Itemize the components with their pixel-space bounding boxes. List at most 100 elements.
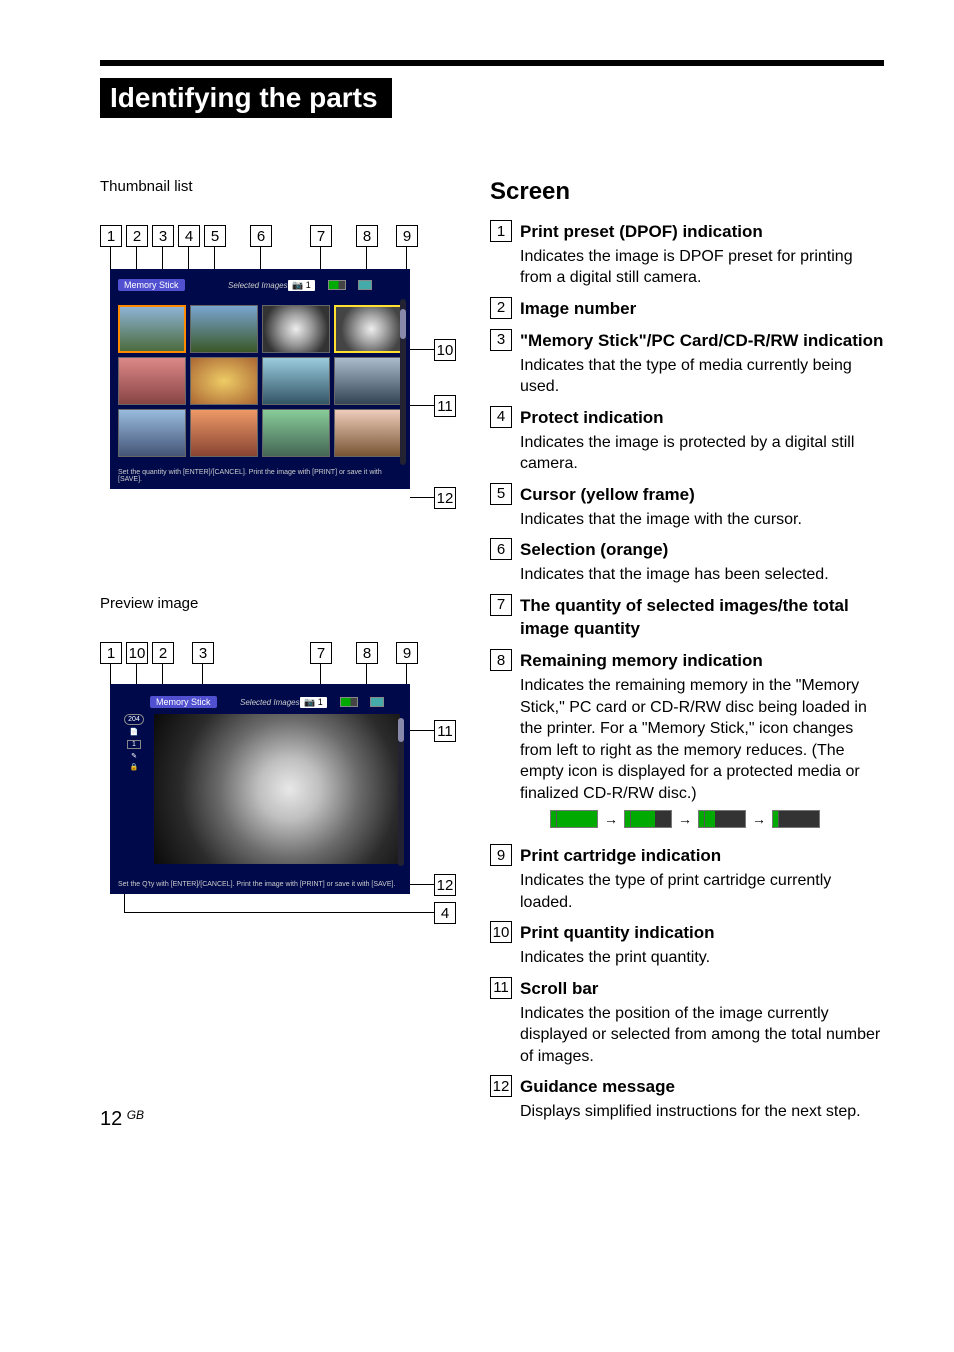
item-number: 7 (490, 594, 512, 616)
item-4: 4 Protect indication Indicates the image… (490, 406, 884, 475)
protect-icon: 🔒 (130, 764, 139, 771)
memory-step-icon (550, 810, 598, 828)
item-number: 3 (490, 329, 512, 351)
thumbnail-list-label: Thumbnail list (100, 178, 450, 195)
leader-line (124, 912, 434, 913)
callout-box: 8 (356, 642, 378, 664)
screen-heading: Screen (490, 178, 884, 206)
preview-sidebar: 204 📄 1 ✎ 🔒 (120, 714, 148, 864)
preview-screen: Memory Stick Selected Images 📷 1 204 📄 1… (110, 684, 410, 894)
memory-step-icon (624, 810, 672, 828)
item-7: 7 The quantity of selected images/the to… (490, 594, 884, 642)
callout-box: 2 (126, 225, 148, 247)
arrow-icon: → (678, 811, 692, 827)
item-10: 10 Print quantity indication Indicates t… (490, 921, 884, 968)
item-desc: Indicates the remaining memory in the "M… (520, 675, 884, 805)
leader-line (406, 247, 407, 269)
item-title: Print cartridge indication (520, 844, 884, 868)
left-column: Thumbnail list 1 2 3 4 5 6 7 8 9 (100, 178, 450, 1131)
memory-icon (340, 697, 358, 707)
preview-figure: 1 10 2 3 7 8 9 Memory Stick Selecte (100, 642, 450, 942)
memory-icon-progression: → → → (550, 810, 884, 828)
leader-line (406, 664, 407, 684)
page-footer: 12 GB (100, 1108, 144, 1131)
callout-box: 5 (204, 225, 226, 247)
selected-images-count: 📷 1 (300, 697, 327, 708)
item-title: Guidance message (520, 1075, 884, 1099)
item-number: 6 (490, 538, 512, 560)
image-number: 204 (124, 714, 144, 725)
item-6: 6 Selection (orange) Indicates that the … (490, 538, 884, 585)
preview-main (154, 714, 400, 864)
item-title: Remaining memory indication (520, 649, 884, 673)
selected-images-label: Selected Images (240, 698, 300, 707)
leader-line (110, 664, 111, 684)
scrollbar (400, 299, 406, 465)
item-number: 5 (490, 483, 512, 505)
callout-box: 8 (356, 225, 378, 247)
item-title: Scroll bar (520, 977, 884, 1001)
leader-line (188, 247, 189, 269)
leader-line (162, 247, 163, 269)
leader-line (110, 247, 111, 269)
callout-box: 10 (126, 642, 148, 664)
item-8: 8 Remaining memory indication Indicates … (490, 649, 884, 836)
callout-box: 7 (310, 642, 332, 664)
dpof-icon: ✎ (131, 753, 137, 760)
callout-box: 1 (100, 225, 122, 247)
selected-images-label: Selected Images (228, 281, 288, 290)
item-1: 1 Print preset (DPOF) indication Indicat… (490, 220, 884, 289)
leader-line (410, 349, 434, 350)
selected-images-count: 📷 1 (288, 280, 315, 291)
memory-icon (328, 280, 346, 290)
item-2: 2 Image number (490, 297, 884, 321)
media-label: Memory Stick (118, 279, 185, 291)
item-title: Print quantity indication (520, 921, 884, 945)
arrow-icon: → (752, 811, 766, 827)
item-number: 12 (490, 1075, 512, 1097)
item-number: 8 (490, 649, 512, 671)
item-desc: Indicates the print quantity. (520, 947, 884, 969)
thumbnail: 202✎0 (190, 305, 258, 353)
item-number: 2 (490, 297, 512, 319)
callout-box: 6 (250, 225, 272, 247)
callout-box: 1 (100, 642, 122, 664)
thumbnail: 206✎ 🔒0 (190, 357, 258, 405)
item-5: 5 Cursor (yellow frame) Indicates that t… (490, 483, 884, 530)
right-column: Screen 1 Print preset (DPOF) indication … (490, 178, 884, 1131)
callout-box: 4 (178, 225, 200, 247)
memory-step-icon (698, 810, 746, 828)
leader-line (260, 247, 261, 269)
guidance-message: Set the quantity with [ENTER]/[CANCEL]. … (118, 469, 402, 483)
page-suffix: GB (127, 1108, 144, 1122)
item-desc: Indicates the position of the image curr… (520, 1003, 884, 1068)
callout-box: 11 (434, 395, 456, 417)
guidance-message: Set the Q'ty with [ENTER]/[CANCEL]. Prin… (118, 881, 402, 888)
item-9: 9 Print cartridge indication Indicates t… (490, 844, 884, 913)
leader-line (410, 405, 434, 406)
thumbnail: 2120 (334, 409, 402, 457)
memory-step-icon (772, 810, 820, 828)
leader-line (320, 664, 321, 684)
leader-line (320, 247, 321, 269)
item-desc: Indicates the type of print cartridge cu… (520, 870, 884, 913)
page-title: Identifying the parts (100, 78, 392, 118)
thumbnail: 2040 (334, 305, 402, 353)
item-desc: Indicates that the image with the cursor… (520, 509, 884, 531)
media-label: Memory Stick (150, 696, 217, 708)
cartridge-icon (370, 697, 384, 707)
scrollbar (398, 718, 404, 866)
qty-value: 1 (127, 740, 141, 749)
callout-box: 2 (152, 642, 174, 664)
callout-box: 3 (192, 642, 214, 664)
item-desc: Indicates that the image has been select… (520, 564, 884, 586)
item-desc: Indicates the image is DPOF preset for p… (520, 246, 884, 289)
leader-line (136, 247, 137, 269)
thumbnail-screen: Memory Stick Selected Images 📷 1 201✎ 🔒0… (110, 269, 410, 489)
item-desc: Indicates that the type of media current… (520, 355, 884, 398)
file-icon: 📄 (130, 729, 139, 736)
preview-image-content (154, 714, 400, 864)
arrow-icon: → (604, 811, 618, 827)
thumbnail: 2080 (334, 357, 402, 405)
item-desc: Displays simplified instructions for the… (520, 1101, 884, 1123)
